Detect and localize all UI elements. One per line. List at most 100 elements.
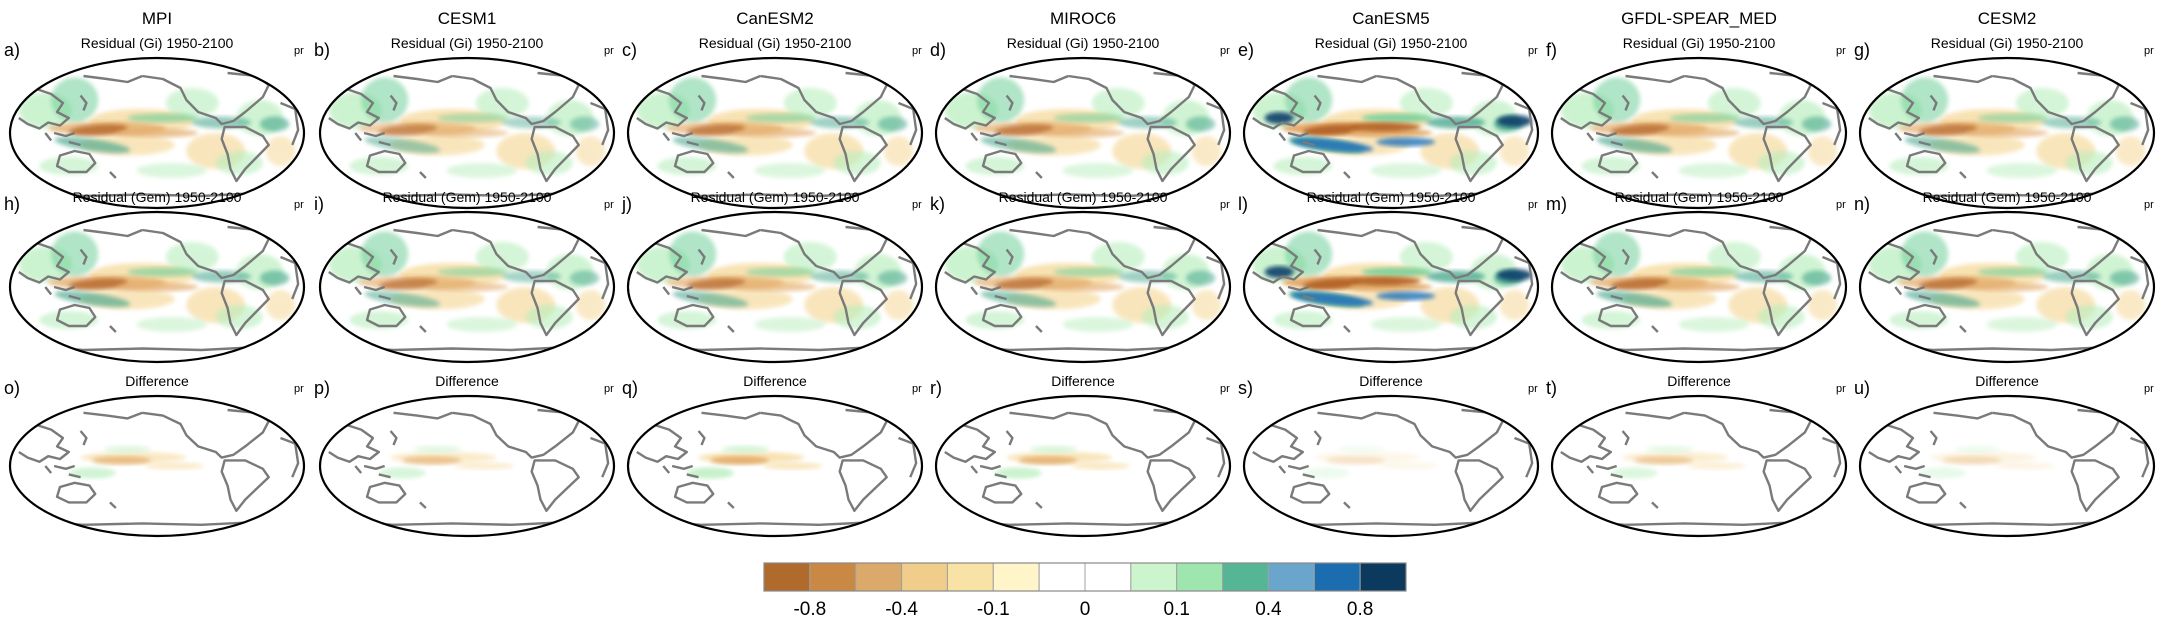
field-patch bbox=[965, 311, 1025, 329]
map-field bbox=[10, 396, 304, 536]
panel-title: Residual (Gem) 1950-2100 bbox=[1615, 189, 1784, 205]
field-patch bbox=[1273, 311, 1333, 329]
field-patch bbox=[994, 278, 1054, 290]
field-patch bbox=[1918, 124, 1978, 136]
panel-title: Residual (Gem) 1950-2100 bbox=[999, 189, 1168, 205]
field-patch bbox=[1018, 456, 1078, 465]
field-patch bbox=[1141, 305, 1189, 329]
field-patch bbox=[361, 231, 409, 277]
colorbar-frame bbox=[763, 562, 1407, 592]
colorbar-swatch bbox=[1267, 562, 1315, 592]
colorbar-tick-label: 0.4 bbox=[1255, 599, 1282, 620]
panel-l: l) Residual (Gem) 1950-2100 pr bbox=[1238, 189, 1540, 364]
field-patch bbox=[1986, 317, 2057, 332]
field-patch bbox=[2115, 136, 2146, 166]
field-patch bbox=[994, 467, 1042, 479]
colorbar-swatch bbox=[1313, 562, 1361, 592]
variable-label: pr bbox=[1220, 383, 1230, 395]
field-patch bbox=[1596, 137, 1673, 153]
field-patch bbox=[215, 305, 263, 329]
variable-label: pr bbox=[604, 45, 614, 57]
colorbar-swatch bbox=[809, 562, 857, 592]
field-patch bbox=[115, 128, 199, 138]
field-patch bbox=[669, 231, 717, 277]
field-patch bbox=[1496, 269, 1533, 281]
map-field bbox=[936, 58, 1230, 208]
field-patch bbox=[1349, 276, 1421, 286]
field-patch bbox=[1370, 317, 1441, 332]
colorbar-tick-label: -0.1 bbox=[977, 599, 1010, 620]
variable-label: pr bbox=[1220, 199, 1230, 211]
field-patch bbox=[1687, 462, 1747, 470]
field-patch bbox=[575, 290, 606, 320]
field-patch bbox=[1264, 266, 1294, 278]
panel-f: GFDL-SPEAR_MED f) Residual (Gi) 1950-2100 p… bbox=[1546, 9, 1848, 210]
field-patch bbox=[1707, 242, 1761, 272]
model-name: CanESM5 bbox=[1352, 9, 1429, 28]
map-border bbox=[1242, 394, 1540, 538]
field-patch bbox=[783, 242, 837, 272]
colorbar-tick-label: 0.8 bbox=[1347, 599, 1373, 620]
panel-letter: q) bbox=[622, 378, 638, 398]
panel-title: Residual (Gi) 1950-2100 bbox=[391, 35, 544, 51]
field-patch bbox=[1669, 267, 1741, 277]
panel-title: Residual (Gi) 1950-2100 bbox=[1931, 35, 2084, 51]
field-patch bbox=[1185, 270, 1216, 286]
field-patch bbox=[1361, 113, 1433, 123]
field-patch bbox=[994, 124, 1054, 136]
field-patch bbox=[1757, 151, 1805, 175]
panel-g: CESM2 g) Residual (Gi) 1950-2100 pr bbox=[1854, 9, 2156, 210]
field-patch bbox=[1669, 113, 1741, 123]
panel-title: Residual (Gem) 1950-2100 bbox=[1923, 189, 2092, 205]
field-patch bbox=[672, 291, 749, 307]
panel-title: Residual (Gi) 1950-2100 bbox=[81, 35, 234, 51]
field-patch bbox=[1657, 128, 1741, 138]
field-patch bbox=[1291, 138, 1374, 152]
field-patch bbox=[710, 456, 770, 465]
field-patch bbox=[686, 124, 746, 136]
field-patch bbox=[1757, 305, 1805, 329]
panel-c: CanESM2 c) Residual (Gi) 1950-2100 pr bbox=[622, 9, 924, 210]
field-patch bbox=[833, 305, 881, 329]
field-patch bbox=[136, 317, 207, 332]
panel-i: i) Residual (Gem) 1950-2100 pr bbox=[314, 189, 616, 364]
coastlines bbox=[16, 410, 298, 525]
field-patch bbox=[1657, 282, 1741, 292]
variable-label: pr bbox=[294, 199, 304, 211]
field-patch bbox=[127, 267, 199, 277]
coastlines bbox=[326, 73, 608, 196]
panel-t: t) Difference pr bbox=[1546, 373, 1848, 538]
panel-h: h) Residual (Gem) 1950-2100 pr bbox=[4, 189, 306, 364]
field-patch bbox=[525, 305, 573, 329]
coastlines bbox=[1866, 410, 2148, 525]
panel-n: n) Residual (Gem) 1950-2100 pr bbox=[1854, 189, 2156, 364]
map-border bbox=[1550, 394, 1848, 538]
field-patch bbox=[980, 291, 1057, 307]
field-patch bbox=[883, 290, 914, 320]
colorbar-tick-label: -0.8 bbox=[793, 599, 826, 620]
field-patch bbox=[980, 137, 1057, 153]
variable-label: pr bbox=[604, 199, 614, 211]
field-patch bbox=[1678, 317, 1749, 332]
field-patch bbox=[1053, 267, 1125, 277]
field-patch bbox=[1977, 267, 2049, 277]
field-patch bbox=[1302, 467, 1350, 479]
panel-letter: l) bbox=[1238, 194, 1248, 214]
field-patch bbox=[877, 116, 908, 132]
field-patch bbox=[364, 137, 441, 153]
field-patch bbox=[1995, 462, 2055, 470]
map-border bbox=[1550, 56, 1848, 210]
panel-letter: k) bbox=[930, 194, 945, 214]
panel-title: Difference bbox=[1359, 373, 1423, 389]
map-field bbox=[320, 58, 614, 208]
field-patch bbox=[569, 270, 600, 286]
panel-letter: e) bbox=[1238, 40, 1254, 60]
field-patch bbox=[259, 270, 290, 286]
field-patch bbox=[1634, 456, 1694, 465]
colorbar-swatch bbox=[1176, 562, 1224, 592]
field-patch bbox=[733, 128, 817, 138]
panel-p: p) Difference pr bbox=[314, 373, 616, 538]
field-patch bbox=[2065, 151, 2113, 175]
map-border bbox=[1858, 210, 2156, 364]
field-patch bbox=[1399, 242, 1453, 272]
